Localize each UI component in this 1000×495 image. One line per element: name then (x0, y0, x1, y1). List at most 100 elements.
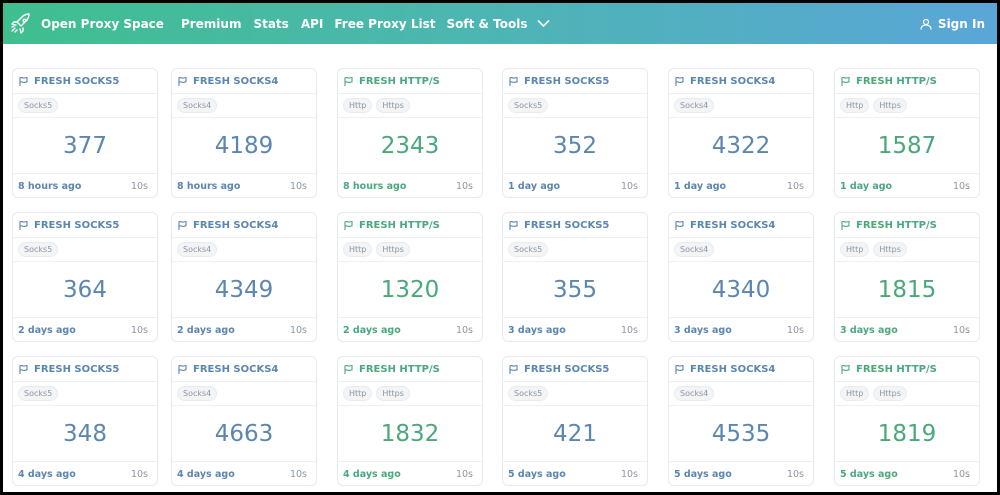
proxy-count[interactable]: 421 (503, 406, 647, 462)
check-interval: 10s (786, 324, 804, 336)
card-footer: 8 hours ago 10s (13, 174, 157, 198)
proxy-type-tag[interactable]: Socks4 (177, 242, 218, 257)
card-footer: 3 days ago 10s (503, 318, 647, 342)
proxy-count[interactable]: 4189 (172, 118, 316, 174)
proxy-type-tag[interactable]: Https (873, 386, 907, 401)
proxy-type-tag[interactable]: Http (343, 242, 373, 257)
card-header: FRESH SOCKS4 (172, 357, 316, 382)
proxy-card[interactable]: FRESH HTTP/S Http Https 2343 8 hours ago 10s (337, 68, 483, 198)
card-tags: Socks5 (503, 382, 647, 406)
flag-icon (840, 364, 851, 375)
proxy-count[interactable]: 4349 (172, 262, 316, 318)
nav-soft-tools[interactable]: Soft & Tools (446, 16, 528, 31)
proxy-count[interactable]: 348 (13, 406, 157, 462)
updated-ago: 3 days ago (508, 324, 566, 336)
card-title: FRESH SOCKS4 (193, 363, 279, 375)
updated-ago: 2 days ago (18, 324, 76, 336)
proxy-type-tag[interactable]: Socks5 (508, 242, 549, 257)
proxy-type-tag[interactable]: Socks4 (177, 98, 218, 113)
proxy-type-tag[interactable]: Socks4 (674, 98, 715, 113)
proxy-count[interactable]: 2343 (338, 118, 482, 174)
proxy-count[interactable]: 4663 (172, 406, 316, 462)
proxy-card[interactable]: FRESH SOCKS5 Socks5 364 2 days ago 10s (12, 212, 158, 342)
proxy-count[interactable]: 1587 (835, 118, 979, 174)
nav-api[interactable]: API (300, 16, 324, 31)
card-footer: 1 day ago 10s (503, 174, 647, 198)
proxy-type-tag[interactable]: Http (840, 386, 870, 401)
proxy-type-tag[interactable]: Socks5 (508, 386, 549, 401)
proxy-card[interactable]: FRESH SOCKS4 Socks4 4340 3 days ago 10s (668, 212, 814, 342)
card-header: FRESH HTTP/S (338, 357, 482, 382)
proxy-card[interactable]: FRESH HTTP/S Http Https 1320 2 days ago 10s (337, 212, 483, 342)
proxy-card[interactable]: FRESH SOCKS5 Socks5 421 5 days ago 10s (502, 356, 648, 486)
proxy-type-tag[interactable]: Https (873, 98, 907, 113)
proxy-type-tag[interactable]: Https (376, 98, 410, 113)
proxy-card[interactable]: FRESH SOCKS5 Socks5 352 1 day ago 10s (502, 68, 648, 198)
nav-free-proxy-list[interactable]: Free Proxy List (334, 16, 436, 31)
check-interval: 10s (289, 324, 307, 336)
proxy-type-tag[interactable]: Https (873, 242, 907, 257)
proxy-type-tag[interactable]: Socks5 (18, 386, 59, 401)
proxy-card[interactable]: FRESH SOCKS4 Socks4 4663 4 days ago 10s (171, 356, 317, 486)
flag-icon (674, 364, 685, 375)
proxy-card[interactable]: FRESH SOCKS4 Socks4 4349 2 days ago 10s (171, 212, 317, 342)
sign-in-link[interactable]: Sign In (920, 3, 985, 44)
proxy-card[interactable]: FRESH SOCKS4 Socks4 4189 8 hours ago 10s (171, 68, 317, 198)
updated-ago: 3 days ago (674, 324, 732, 336)
flag-icon (508, 220, 519, 231)
flag-icon (674, 76, 685, 87)
proxy-type-tag[interactable]: Socks4 (674, 242, 715, 257)
card-header: FRESH SOCKS5 (13, 213, 157, 238)
card-tags: Http Https (338, 382, 482, 406)
card-title: FRESH HTTP/S (359, 219, 440, 231)
proxy-count[interactable]: 4340 (669, 262, 813, 318)
proxy-count[interactable]: 364 (13, 262, 157, 318)
nav-premium[interactable]: Premium (180, 16, 242, 31)
proxy-count[interactable]: 4322 (669, 118, 813, 174)
proxy-type-tag[interactable]: Http (840, 242, 870, 257)
proxy-card[interactable]: FRESH HTTP/S Http Https 1832 4 days ago 10s (337, 356, 483, 486)
card-header: FRESH SOCKS4 (669, 213, 813, 238)
proxy-card[interactable]: FRESH SOCKS5 Socks5 377 8 hours ago 10s (12, 68, 158, 198)
card-title: FRESH SOCKS5 (34, 219, 120, 231)
proxy-type-tag[interactable]: Socks4 (674, 386, 715, 401)
proxy-card[interactable]: FRESH SOCKS5 Socks5 355 3 days ago 10s (502, 212, 648, 342)
proxy-card[interactable]: FRESH HTTP/S Http Https 1815 3 days ago 10s (834, 212, 980, 342)
updated-ago: 1 day ago (840, 180, 893, 192)
proxy-type-tag[interactable]: Socks4 (177, 386, 218, 401)
proxy-count[interactable]: 355 (503, 262, 647, 318)
proxy-count[interactable]: 352 (503, 118, 647, 174)
proxy-count[interactable]: 4535 (669, 406, 813, 462)
proxy-card[interactable]: FRESH SOCKS4 Socks4 4535 5 days ago 10s (668, 356, 814, 486)
proxy-count[interactable]: 1819 (835, 406, 979, 462)
check-interval: 10s (455, 324, 473, 336)
proxy-card[interactable]: FRESH SOCKS4 Socks4 4322 1 day ago 10s (668, 68, 814, 198)
proxy-count[interactable]: 1832 (338, 406, 482, 462)
proxy-count[interactable]: 1815 (835, 262, 979, 318)
card-footer: 1 day ago 10s (669, 174, 813, 198)
proxy-type-tag[interactable]: Https (376, 386, 410, 401)
proxy-card[interactable]: FRESH SOCKS5 Socks5 348 4 days ago 10s (12, 356, 158, 486)
check-interval: 10s (952, 180, 970, 192)
proxy-type-tag[interactable]: Socks5 (18, 242, 59, 257)
proxy-type-tag[interactable]: Socks5 (508, 98, 549, 113)
brand-link[interactable]: Open Proxy Space (41, 16, 164, 31)
page: Open Proxy Space Premium Stats API Free … (3, 3, 997, 492)
updated-ago: 4 days ago (343, 468, 401, 480)
proxy-type-tag[interactable]: Http (343, 386, 373, 401)
chevron-down-icon[interactable] (536, 19, 550, 28)
card-title: FRESH SOCKS4 (193, 219, 279, 231)
proxy-card[interactable]: FRESH HTTP/S Http Https 1819 5 days ago 10s (834, 356, 980, 486)
card-footer: 8 hours ago 10s (172, 174, 316, 198)
card-title: FRESH HTTP/S (359, 75, 440, 87)
rocket-icon[interactable] (7, 10, 35, 38)
flag-icon (177, 364, 188, 375)
nav-stats[interactable]: Stats (253, 16, 289, 31)
proxy-type-tag[interactable]: Http (840, 98, 870, 113)
proxy-type-tag[interactable]: Socks5 (18, 98, 59, 113)
proxy-type-tag[interactable]: Http (343, 98, 373, 113)
proxy-card[interactable]: FRESH HTTP/S Http Https 1587 1 day ago 10s (834, 68, 980, 198)
proxy-count[interactable]: 377 (13, 118, 157, 174)
proxy-type-tag[interactable]: Https (376, 242, 410, 257)
proxy-count[interactable]: 1320 (338, 262, 482, 318)
